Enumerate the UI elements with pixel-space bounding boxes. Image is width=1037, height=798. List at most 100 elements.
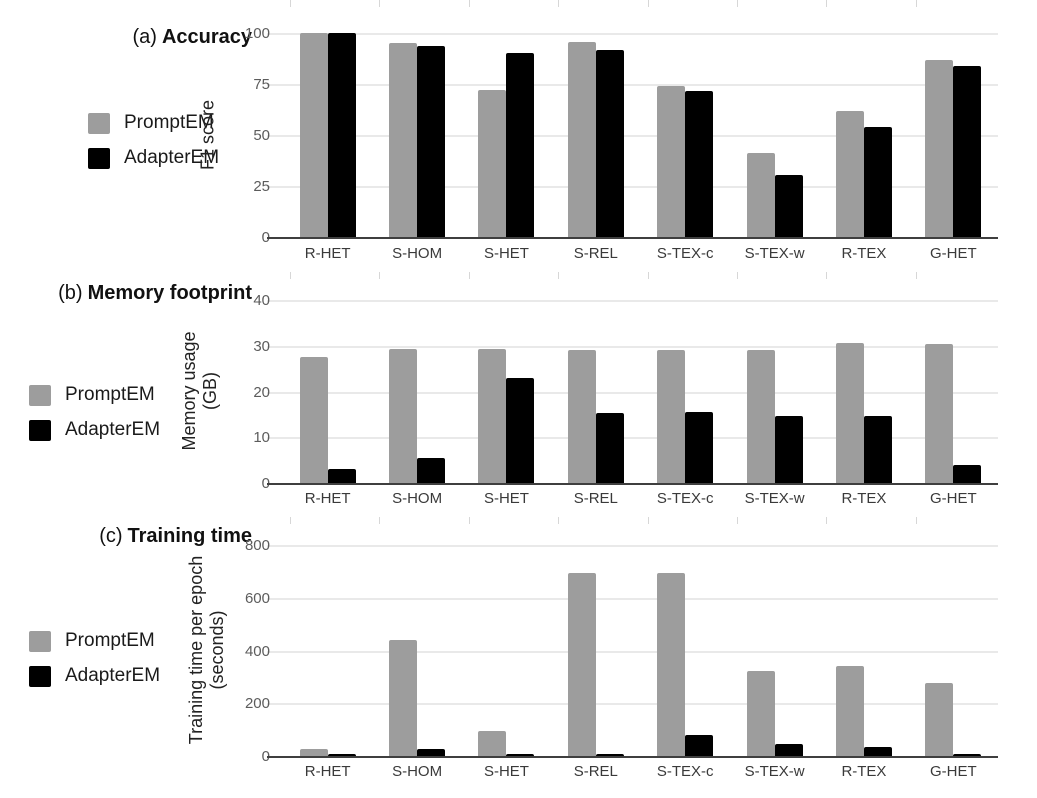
gridline bbox=[267, 84, 998, 86]
x-tick-label: S-HOM bbox=[392, 245, 443, 262]
legend-item-adapterem: AdapterEM bbox=[88, 147, 219, 169]
y-tick-label: 0 bbox=[261, 748, 270, 765]
axis-top-tick bbox=[558, 272, 560, 279]
bar-group-r-tex bbox=[819, 33, 908, 237]
bar-adapterem-s-het bbox=[506, 53, 535, 237]
bar-promptem-s-tex-w bbox=[746, 153, 775, 237]
legend-label: AdapterEM bbox=[65, 665, 161, 686]
y-tick-label: 200 bbox=[244, 695, 270, 713]
bar-adapterem-g-het bbox=[953, 65, 982, 237]
bar-group-s-tex-w bbox=[730, 33, 819, 237]
x-tick-label: S-HOM bbox=[392, 763, 443, 780]
panel-label: (b) bbox=[58, 282, 83, 304]
axis-top-tick bbox=[647, 272, 649, 279]
chart-plot-area: 0 200 400 600 800 R-HET S-HOM S-HET S-REL S-TEX-c… bbox=[230, 515, 1037, 798]
bar-adapterem-s-hom bbox=[417, 46, 446, 237]
bar-promptem-s-het bbox=[478, 90, 507, 237]
axis-top-tick bbox=[915, 272, 917, 279]
y-tick-label: 800 bbox=[244, 537, 270, 554]
bar-group-g-het bbox=[909, 300, 998, 483]
x-tick-label: G-HET bbox=[929, 490, 977, 507]
bar-group-r-het bbox=[283, 300, 372, 483]
axis-top-tick bbox=[379, 517, 381, 524]
bar-group-s-het bbox=[462, 33, 551, 237]
x-tick-label: G-HET bbox=[929, 763, 977, 780]
panel-training-time: (c) Training time PromptEM AdapterEM Trai… bbox=[0, 515, 1037, 798]
legend-label: AdapterEM bbox=[65, 419, 161, 440]
bar-promptem-r-tex bbox=[835, 110, 864, 237]
bar-group-r-tex bbox=[819, 300, 908, 483]
bar-promptem-s-het bbox=[478, 348, 507, 483]
axis-top-tick bbox=[379, 0, 381, 7]
x-axis-labels: R-HET S-HOM S-HET S-REL S-TEX-c S-TEX-w R-TEX G… bbox=[283, 763, 998, 780]
bar-adapterem-s-tex-c bbox=[685, 411, 714, 483]
axis-top-tick bbox=[468, 0, 470, 7]
bar-promptem-r-tex bbox=[835, 343, 864, 483]
gridline bbox=[267, 545, 998, 547]
axis-top-tick bbox=[826, 517, 828, 524]
y-axis-title-line: Training time per epoch bbox=[186, 555, 206, 745]
bar-promptem-s-rel bbox=[567, 42, 596, 237]
bar-group-s-tex-w bbox=[730, 545, 819, 756]
bar-promptem-s-tex-c bbox=[657, 349, 686, 483]
bar-adapterem-s-het bbox=[506, 754, 535, 756]
legend-item-promptem: PromptEM bbox=[88, 112, 219, 134]
panel-label: (c) bbox=[99, 525, 123, 547]
bar-group-s-rel bbox=[551, 545, 640, 756]
x-axis-labels: R-HET S-HOM S-HET S-REL S-TEX-c S-TEX-w R-TEX G… bbox=[283, 490, 998, 507]
bar-group-s-rel bbox=[551, 33, 640, 237]
x-tick-label: R-HET bbox=[304, 763, 351, 780]
panel-title-text: Memory footprint bbox=[87, 282, 252, 304]
y-tick-label: 40 bbox=[253, 292, 270, 309]
panel-title-text: Accuracy bbox=[161, 26, 252, 48]
axis-top-tick bbox=[736, 0, 738, 7]
panel-label: (a) bbox=[132, 26, 157, 48]
bar-promptem-g-het bbox=[925, 682, 954, 756]
bar-promptem-s-hom bbox=[389, 43, 418, 237]
x-tick-label: S-TEX-c bbox=[656, 245, 714, 262]
legend-label: AdapterEM bbox=[124, 147, 220, 168]
x-tick-label: S-TEX-c bbox=[656, 763, 714, 780]
y-tick-label: 50 bbox=[253, 127, 270, 144]
x-tick-label: R-TEX bbox=[841, 490, 887, 507]
x-tick-label: G-HET bbox=[929, 245, 977, 262]
x-tick-label: R-HET bbox=[304, 490, 351, 507]
bar-promptem-r-het bbox=[299, 357, 328, 483]
gridline bbox=[267, 391, 998, 394]
bar-promptem-r-het bbox=[299, 33, 328, 237]
legend-label: PromptEM bbox=[124, 112, 214, 133]
chart-plot-area: 0 25 50 75 100 R-HET S-HOM S-HET S-REL S-TEX-c S-T… bbox=[230, 0, 1037, 270]
y-tick-label: 100 bbox=[244, 25, 270, 42]
y-tick-label: 0 bbox=[261, 475, 270, 492]
axis-top-tick bbox=[558, 517, 560, 524]
bar-adapterem-s-rel bbox=[595, 50, 624, 237]
bar-group-s-hom bbox=[372, 300, 461, 483]
bar-group-r-het bbox=[283, 33, 372, 237]
y-tick-label: 0 bbox=[261, 229, 270, 246]
x-tick-label: S-TEX-w bbox=[744, 245, 805, 262]
gridline bbox=[267, 135, 998, 137]
y-tick-label: 30 bbox=[253, 337, 270, 355]
bar-promptem-s-tex-w bbox=[746, 349, 775, 483]
x-axis-labels: R-HET S-HOM S-HET S-REL S-TEX-c S-TEX-w R-TEX G… bbox=[283, 245, 998, 262]
bar-group-s-rel bbox=[551, 300, 640, 483]
gridline bbox=[267, 650, 998, 653]
x-axis-baseline bbox=[267, 756, 998, 758]
x-tick-label: S-HET bbox=[483, 490, 529, 507]
bar-promptem-s-tex-w bbox=[746, 671, 775, 756]
bar-group-r-tex bbox=[819, 545, 908, 756]
bar-promptem-s-rel bbox=[567, 572, 596, 756]
bar-group-s-hom bbox=[372, 33, 461, 237]
bar-adapterem-s-hom bbox=[417, 458, 446, 483]
bars-area bbox=[283, 300, 998, 483]
x-tick-label: S-REL bbox=[573, 245, 618, 262]
gridline bbox=[267, 597, 998, 600]
chart-plot-area: 0 10 20 30 40 R-HET S-HOM S-HET S-REL S-TEX-c S-TE… bbox=[230, 270, 1037, 515]
axis-top-tick bbox=[468, 517, 470, 524]
panel-accuracy-title: (a) Accuracy bbox=[0, 26, 252, 49]
gridline bbox=[267, 703, 998, 706]
bar-promptem-s-hom bbox=[389, 639, 418, 756]
bar-adapterem-r-tex bbox=[863, 747, 892, 756]
x-axis-baseline bbox=[267, 483, 998, 485]
bar-promptem-r-tex bbox=[835, 666, 864, 756]
